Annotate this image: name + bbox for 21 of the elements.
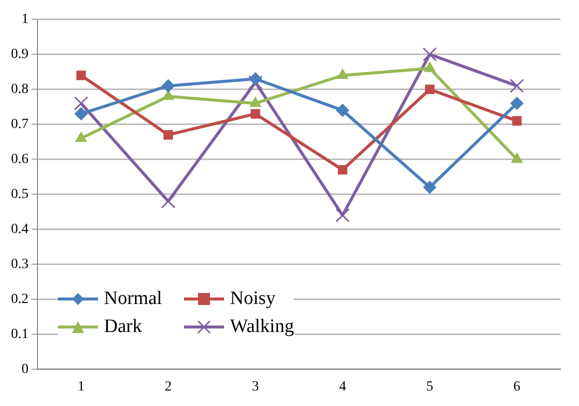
x-tick-label: 4 xyxy=(339,379,346,394)
y-tick-label: 0.1 xyxy=(11,326,28,342)
y-tick-label: 0.6 xyxy=(11,152,28,167)
x-tick-label: 5 xyxy=(426,379,434,394)
legend-label: Walking xyxy=(230,316,294,338)
y-tick-label: 1 xyxy=(22,12,28,28)
x-tick-label: 1 xyxy=(78,379,85,394)
legend-label: Dark xyxy=(104,316,142,338)
x-tick-label: 2 xyxy=(164,379,172,394)
y-tick-label: 0.5 xyxy=(11,186,28,202)
x-tick-label: 3 xyxy=(252,379,259,394)
y-tick-label: 0.3 xyxy=(11,256,28,272)
x-tick-label: 6 xyxy=(513,379,520,394)
legend-label: Normal xyxy=(104,288,162,310)
legend-label: Noisy xyxy=(230,288,276,310)
y-tick-label: 0.9 xyxy=(11,47,28,62)
y-tick-label: 0.4 xyxy=(11,222,28,237)
y-tick-label: 0.7 xyxy=(11,117,28,132)
y-tick-label: 0.8 xyxy=(11,82,28,98)
y-tick-label: 0.2 xyxy=(11,292,28,307)
y-tick-label: 0 xyxy=(22,362,28,377)
